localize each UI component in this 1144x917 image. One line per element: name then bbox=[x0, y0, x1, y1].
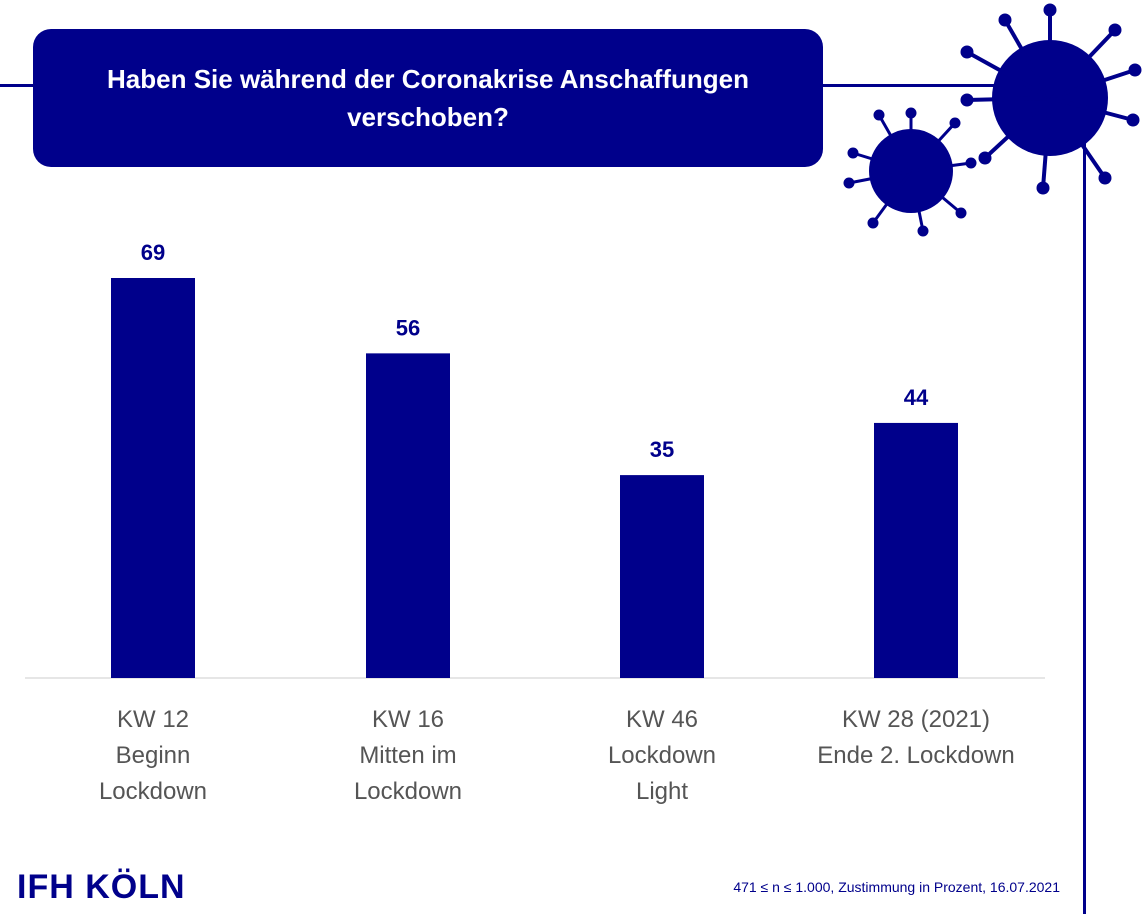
category-label: Lockdown bbox=[354, 778, 462, 805]
bar bbox=[620, 475, 704, 678]
ifh-logo: IFH KÖLN bbox=[17, 868, 186, 906]
chart-title: Haben Sie während der Coronakrise Anscha… bbox=[107, 64, 749, 132]
category-label: KW 28 (2021) bbox=[842, 706, 990, 733]
category-label: Light bbox=[636, 778, 688, 805]
category-label: Lockdown bbox=[99, 778, 207, 805]
source-note: 471 ≤ n ≤ 1.000, Zustimmung in Prozent, … bbox=[733, 879, 1060, 895]
category-label: KW 12 bbox=[117, 706, 189, 733]
category-label: Lockdown bbox=[608, 742, 716, 769]
data-label: 44 bbox=[904, 385, 929, 410]
category-label: KW 16 bbox=[372, 706, 444, 733]
data-label: 69 bbox=[141, 240, 165, 265]
bar bbox=[874, 422, 958, 678]
bar bbox=[366, 353, 450, 678]
category-label: Beginn bbox=[116, 742, 191, 769]
data-label: 35 bbox=[650, 437, 674, 462]
category-label: Ende 2. Lockdown bbox=[817, 742, 1014, 769]
category-label: KW 46 bbox=[626, 706, 698, 733]
virus-large-icon bbox=[960, 3, 1142, 195]
category-label: Mitten im bbox=[359, 742, 456, 769]
bar bbox=[111, 278, 195, 678]
title-banner: Haben Sie während der Coronakrise Anscha… bbox=[33, 29, 823, 167]
data-label: 56 bbox=[396, 315, 420, 340]
virus-small-icon bbox=[843, 107, 977, 237]
